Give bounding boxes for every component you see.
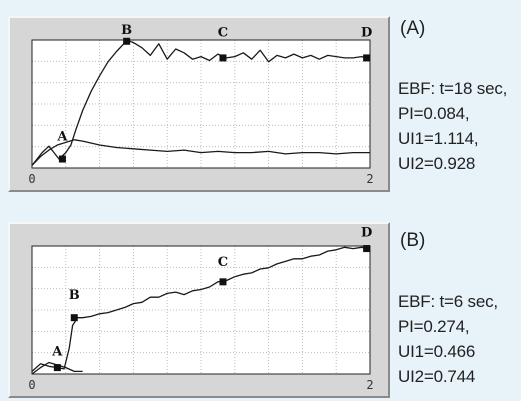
- plot-b-marker-label-a: A: [51, 344, 63, 359]
- plot-a-grid: [32, 40, 370, 168]
- plot-b-marker-b: [70, 314, 78, 322]
- plot-a-frame: A B C D 0 2: [8, 16, 390, 192]
- plot-b-marker-label-b: B: [69, 288, 80, 303]
- plot-b-marker-c: [219, 278, 227, 286]
- panel-a-stat-time: EBF: t=18 sec,: [398, 79, 508, 98]
- plot-b-marker-d: [363, 245, 371, 253]
- plot-b-marker-a: [53, 364, 61, 372]
- plot-a-marker-a: [58, 155, 66, 163]
- plot-a-plot-border: [31, 39, 371, 169]
- plot-b-frame: A B C D 0 2: [8, 222, 390, 398]
- plot-b-x-tick-2: 2: [366, 378, 373, 392]
- plot-a-marker-b: [123, 37, 131, 45]
- plot-a-x-tick-2: 2: [366, 172, 373, 186]
- plot-a-x-tick-0: 0: [28, 172, 35, 186]
- panel-a-stat-pi: PI=0.084,: [398, 104, 470, 123]
- panel-b-stat-time: EBF: t=6 sec,: [398, 292, 498, 311]
- plot-a-series-2-line: [31, 139, 370, 166]
- plot-b-x-tick-0: 0: [28, 378, 35, 392]
- panel-b-stats: EBF: t=6 sec, PI=0.274, UI1=0.466 UI2=0.…: [398, 289, 498, 389]
- plot-b-plot-border: [31, 245, 371, 375]
- panel-a-stat-ui1: UI1=1.114,: [398, 129, 479, 148]
- plot-a: A B C D 0 2: [28, 23, 373, 186]
- panel-b-stat-ui2: UI2=0.744: [398, 367, 476, 386]
- plot-a-marker-d: [363, 54, 371, 62]
- plot-b-marker-label-c: C: [218, 255, 228, 270]
- plot-b: A B C D 0 2: [28, 225, 373, 392]
- plot-a-marker-c: [219, 54, 227, 62]
- panel-a-stats: EBF: t=18 sec, PI=0.084, UI1=1.114, UI2=…: [398, 76, 507, 176]
- plot-a-marker-label-b: B: [121, 23, 132, 38]
- panel-a-stat-ui2: UI2=0.928: [398, 154, 476, 173]
- plot-a-series-1-line: [31, 40, 371, 166]
- plot-a-marker-label-a: A: [56, 129, 68, 144]
- panel-b-stat-pi: PI=0.274,: [398, 317, 470, 336]
- panel-b-stat-ui1: UI1=0.466: [398, 342, 476, 361]
- plot-b-marker-label-d: D: [361, 225, 372, 240]
- plot-a-marker-label-d: D: [361, 26, 372, 41]
- plot-a-marker-label-c: C: [218, 26, 228, 41]
- panel-a-tag: (A): [400, 18, 426, 39]
- plot-b-grid: [32, 246, 370, 374]
- panel-b-tag: (B): [400, 230, 426, 251]
